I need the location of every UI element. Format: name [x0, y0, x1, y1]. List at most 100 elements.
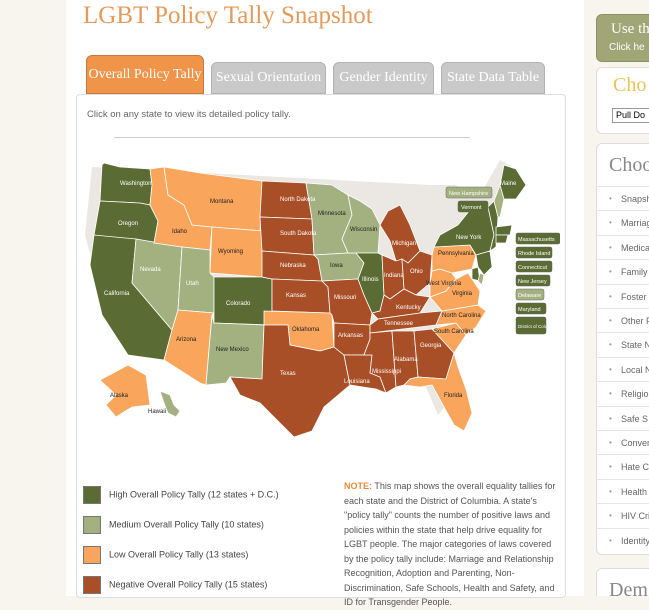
label-colorado: Colorado	[226, 301, 251, 307]
state-maine[interactable]	[499, 164, 527, 200]
callout-massachusetts-box[interactable]	[515, 232, 560, 245]
legend-label-medium: Medium Overall Policy Tally (10 states)	[109, 519, 264, 530]
legend-swatch-low	[83, 546, 101, 564]
state-new-hampshire[interactable]	[493, 183, 505, 218]
label-alaska: Alaska	[110, 393, 129, 399]
use-tool-box[interactable]: Use th Click he	[596, 14, 649, 62]
state-pennsylvania[interactable]	[431, 244, 477, 274]
state-select[interactable]: Pull Do	[612, 108, 649, 123]
callout-connecticut-box[interactable]	[515, 260, 553, 273]
label-georgia: Georgia	[420, 343, 442, 349]
map-list-item[interactable]: • Marriag	[597, 210, 649, 235]
label-oklahoma: Oklahoma	[292, 327, 320, 333]
state-florida[interactable]	[403, 351, 473, 432]
callout-rhode-island-box[interactable]	[515, 246, 553, 259]
sidebar: Use th Click he Cho Pull Do Choo • Snapsh…	[596, 0, 649, 596]
tab-gender-identity[interactable]: Gender Identity	[333, 62, 434, 94]
callout-new-hampshire-box[interactable]	[445, 186, 493, 199]
bullet-icon: •	[609, 194, 612, 203]
state-delaware[interactable]	[477, 272, 485, 286]
bullet-icon: •	[609, 413, 612, 423]
demographics-title: Dem	[609, 579, 648, 596]
bullet-icon: •	[609, 511, 612, 521]
tab-overall-policy-tally[interactable]: Overall Policy Tally	[86, 55, 204, 94]
label-michigan: Michigan	[392, 241, 416, 247]
state-massachusetts[interactable]	[495, 224, 513, 236]
label-wisconsin: Wisconsin	[350, 227, 377, 233]
state-connecticut[interactable]	[495, 234, 509, 244]
state-alaska[interactable]	[99, 364, 151, 418]
legend-swatch-medium	[83, 516, 101, 534]
map-list-item-label: Safe S	[621, 413, 649, 424]
label-louisiana: Louisiana	[344, 379, 370, 385]
demographics-box: Dem	[596, 568, 649, 596]
us-states-map: Washington Oregon California Nevada Idah…	[85, 160, 560, 438]
map-instructions: Click on any state to view its detailed …	[87, 109, 291, 120]
map-list-item[interactable]: • Identity	[597, 527, 649, 553]
label-tennessee: Tennessee	[384, 321, 414, 327]
map-list-item-label: Foster	[621, 291, 647, 302]
tab-panel: Click on any state to view its detailed …	[76, 94, 566, 607]
map-list-item[interactable]: • Local N	[597, 356, 649, 382]
bullet-icon: •	[609, 389, 612, 399]
callout-vermont-box[interactable]	[457, 200, 489, 213]
label-wyoming: Wyoming	[218, 249, 243, 255]
map-list-item[interactable]: • Snapsh	[597, 186, 649, 211]
callout-new-hampshire: New Hampshire	[449, 191, 488, 197]
map-list-item-label: Medica	[621, 242, 649, 253]
bullet-icon: •	[609, 316, 612, 325]
callout-delaware-box[interactable]	[515, 288, 545, 301]
note-text: This map shows the overall equality tall…	[344, 481, 556, 607]
bullet-icon: •	[609, 242, 612, 252]
map-list-item[interactable]: • Hate C	[597, 454, 649, 479]
label-arizona: Arizona	[176, 337, 197, 343]
label-arkansas: Arkansas	[338, 333, 363, 339]
map-list-item[interactable]: • HIV Cri	[597, 503, 649, 528]
state-hawaii[interactable]	[159, 390, 181, 418]
use-tool-link[interactable]: Click he	[609, 42, 645, 53]
map-list-item[interactable]: • Medica	[597, 234, 649, 260]
callout-maryland-box[interactable]	[515, 302, 547, 315]
bullet-icon: •	[609, 291, 612, 301]
page-title: LGBT Policy Tally Snapshot	[83, 2, 373, 29]
state-arkansas[interactable]	[333, 322, 371, 356]
callout-new-jersey-box[interactable]	[515, 274, 551, 287]
tab-sexual-orientation[interactable]: Sexual Orientation	[211, 62, 326, 94]
state-utah[interactable]	[177, 246, 215, 314]
map-list-item[interactable]: • Health	[597, 478, 649, 504]
callout-dc: District of Columbia	[518, 324, 558, 329]
bullet-icon: •	[609, 267, 612, 277]
label-washington: Washington	[120, 181, 151, 187]
label-nevada: Nevada	[140, 267, 161, 273]
label-maine: Maine	[500, 181, 517, 187]
map-list-item-label: Identity	[621, 535, 649, 546]
map-list-item[interactable]: • Conver	[597, 430, 649, 455]
map-list-item-label: Local N	[621, 364, 649, 375]
label-texas: Texas	[280, 371, 296, 377]
choose-map-title: Choo	[609, 154, 649, 176]
map-list-item[interactable]: • Other F	[597, 308, 649, 333]
label-utah: Utah	[186, 281, 199, 287]
choose-map-box: Choo • Snapsh • Marriag • Medica • Family • Foste…	[596, 143, 649, 555]
label-oregon: Oregon	[118, 221, 138, 227]
map-list-item[interactable]: • State N	[597, 332, 649, 357]
map-list-item[interactable]: • Family	[597, 259, 649, 284]
tab-state-data-table[interactable]: State Data Table	[441, 62, 545, 94]
map-list-item-label: Religio	[621, 389, 649, 400]
map-list-item[interactable]: • Religio	[597, 381, 649, 406]
note-label: NOTE:	[344, 481, 372, 491]
label-alabama: Alabama	[394, 357, 418, 363]
bullet-icon: •	[609, 218, 612, 228]
legend-swatch-negative	[83, 576, 101, 594]
state-new-jersey[interactable]	[475, 250, 493, 276]
label-mississippi: Mississippi	[372, 369, 401, 375]
label-north-carolina: North Carolina	[442, 313, 481, 319]
state-texas[interactable]	[229, 324, 351, 438]
legend-label-negative: Negative Overall Policy Tally (15 states…	[109, 579, 268, 590]
callout-rhode-island: Rhode Island	[518, 251, 550, 257]
legend-swatch-high	[83, 486, 101, 504]
map-list-item[interactable]: • Safe S	[597, 405, 649, 431]
map-list-item[interactable]: • Foster	[597, 283, 649, 309]
map-list-item-label: Marriag	[621, 218, 649, 229]
callout-dc-box[interactable]	[515, 316, 547, 335]
